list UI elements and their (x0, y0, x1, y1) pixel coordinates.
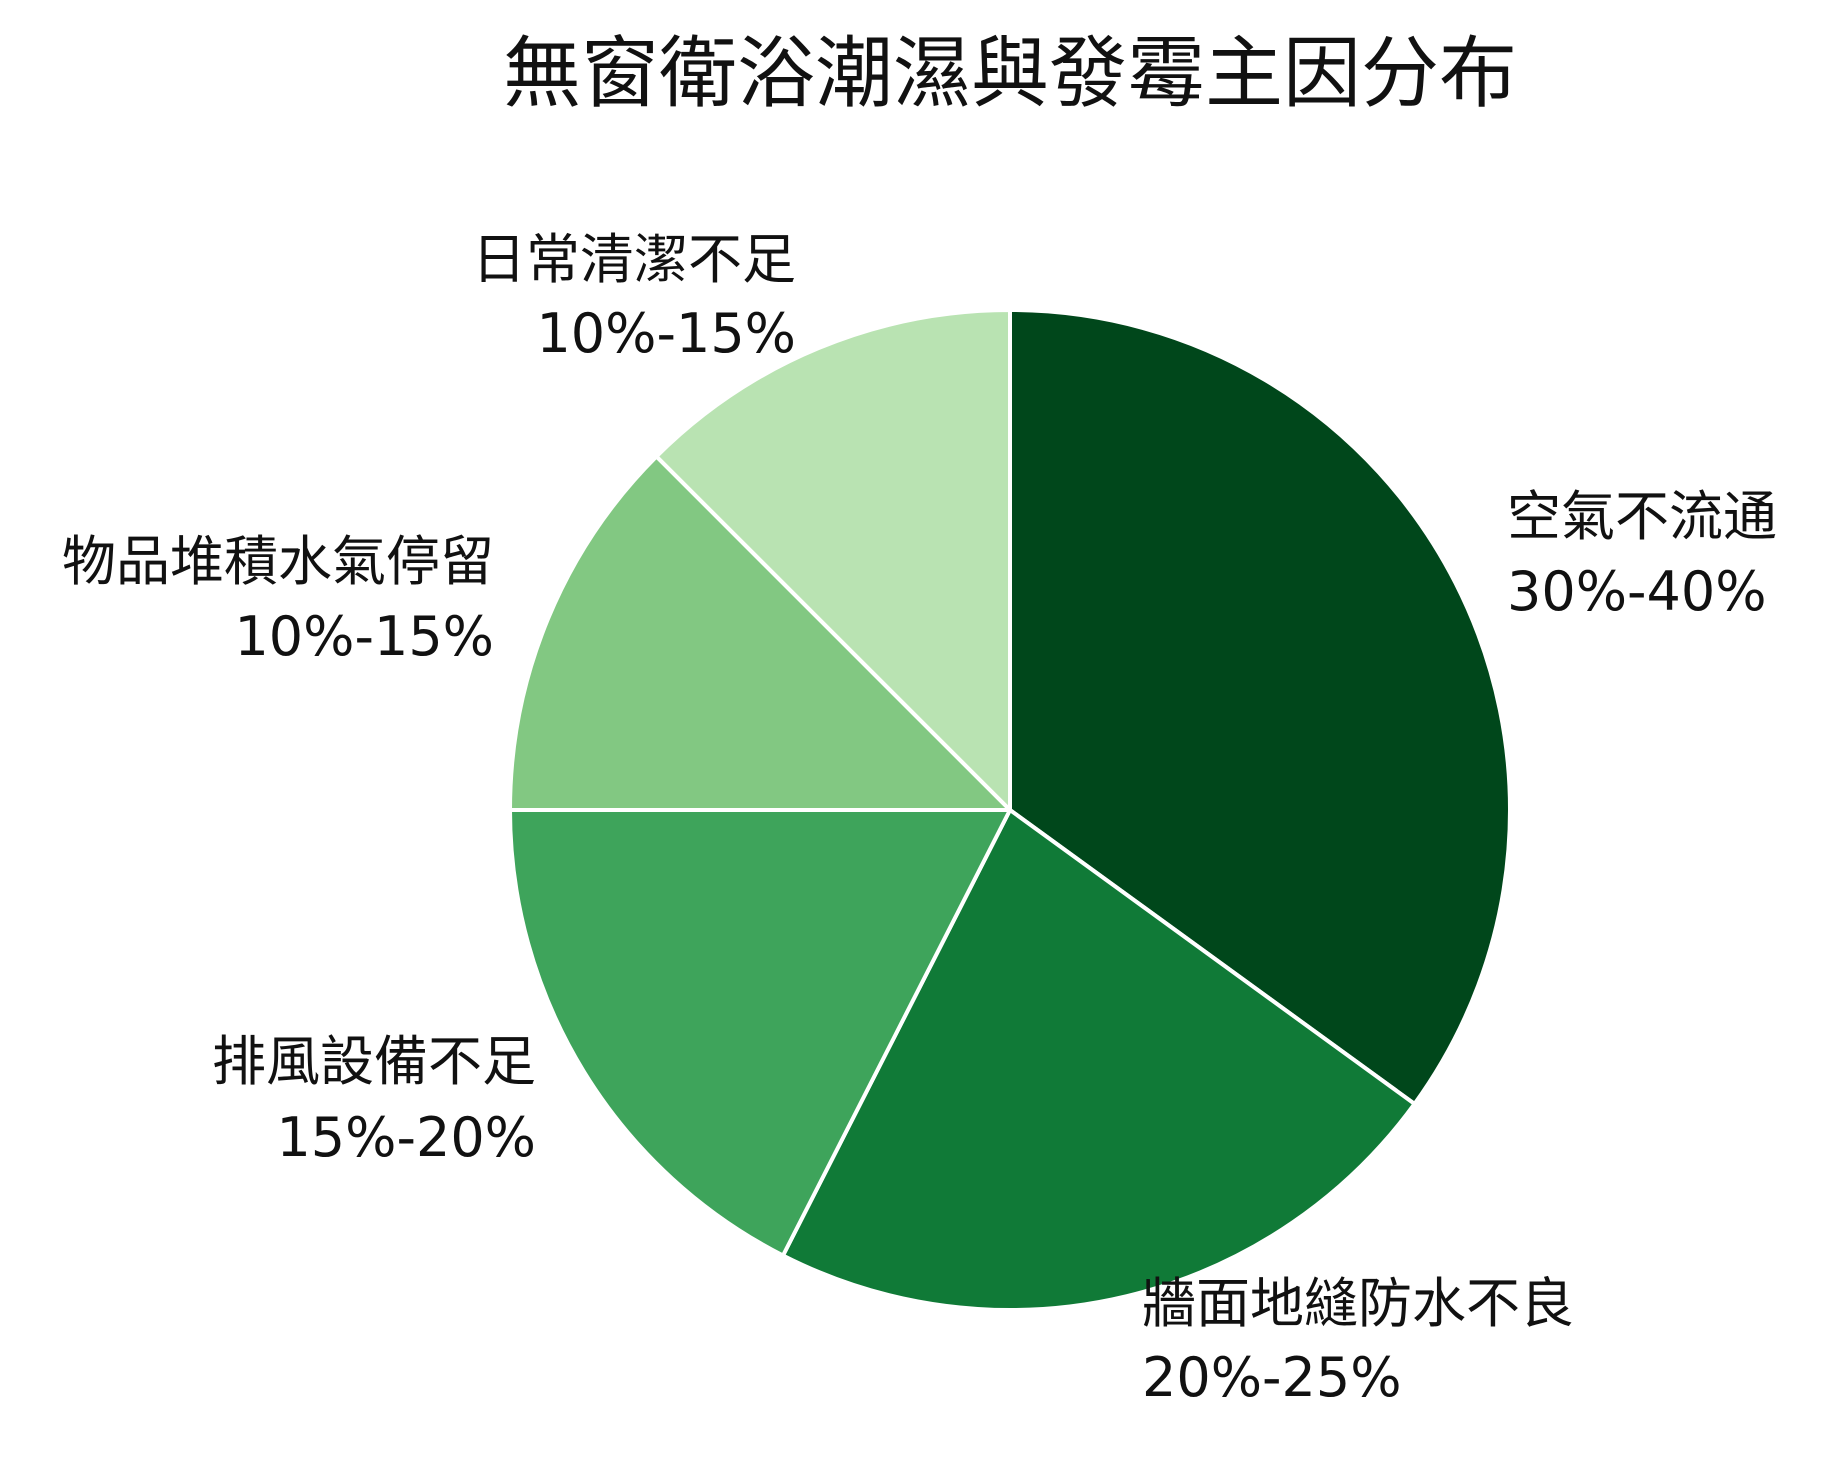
pie-slice-3 (508, 808, 1012, 1258)
pie-labels: 空氣不流通 30%-40% 牆面地縫防水不良 20%-25% 排風設備不足 15%-20%… (62, 228, 1777, 1409)
pie-slice-5 (654, 308, 1012, 812)
pie-slices (508, 308, 1512, 1312)
pie-label-3: 排風設備不足 (212, 1030, 536, 1093)
pie-label-2: 牆面地縫防水不良 (1142, 1272, 1574, 1335)
pie-slice-1 (1008, 308, 1512, 1106)
pie-range-label-2: 20%-25% (1142, 1346, 1402, 1409)
pie-range-label-5: 10%-15% (536, 302, 796, 365)
pie-label-4: 物品堆積水氣停留 (62, 530, 494, 593)
pie-range-label-4: 10%-15% (234, 605, 494, 668)
pie-label-5: 日常清潔不足 (472, 228, 796, 291)
pie-range-label-3: 15%-20% (276, 1106, 536, 1169)
chart-title: 無窗衛浴潮濕與發霉主因分布 (503, 29, 1517, 119)
pie-label-1: 空氣不流通 (1507, 485, 1777, 548)
pie-slice-4 (508, 454, 1012, 812)
pie-slice-2 (781, 808, 1417, 1312)
pie-range-label-1: 30%-40% (1507, 560, 1767, 623)
